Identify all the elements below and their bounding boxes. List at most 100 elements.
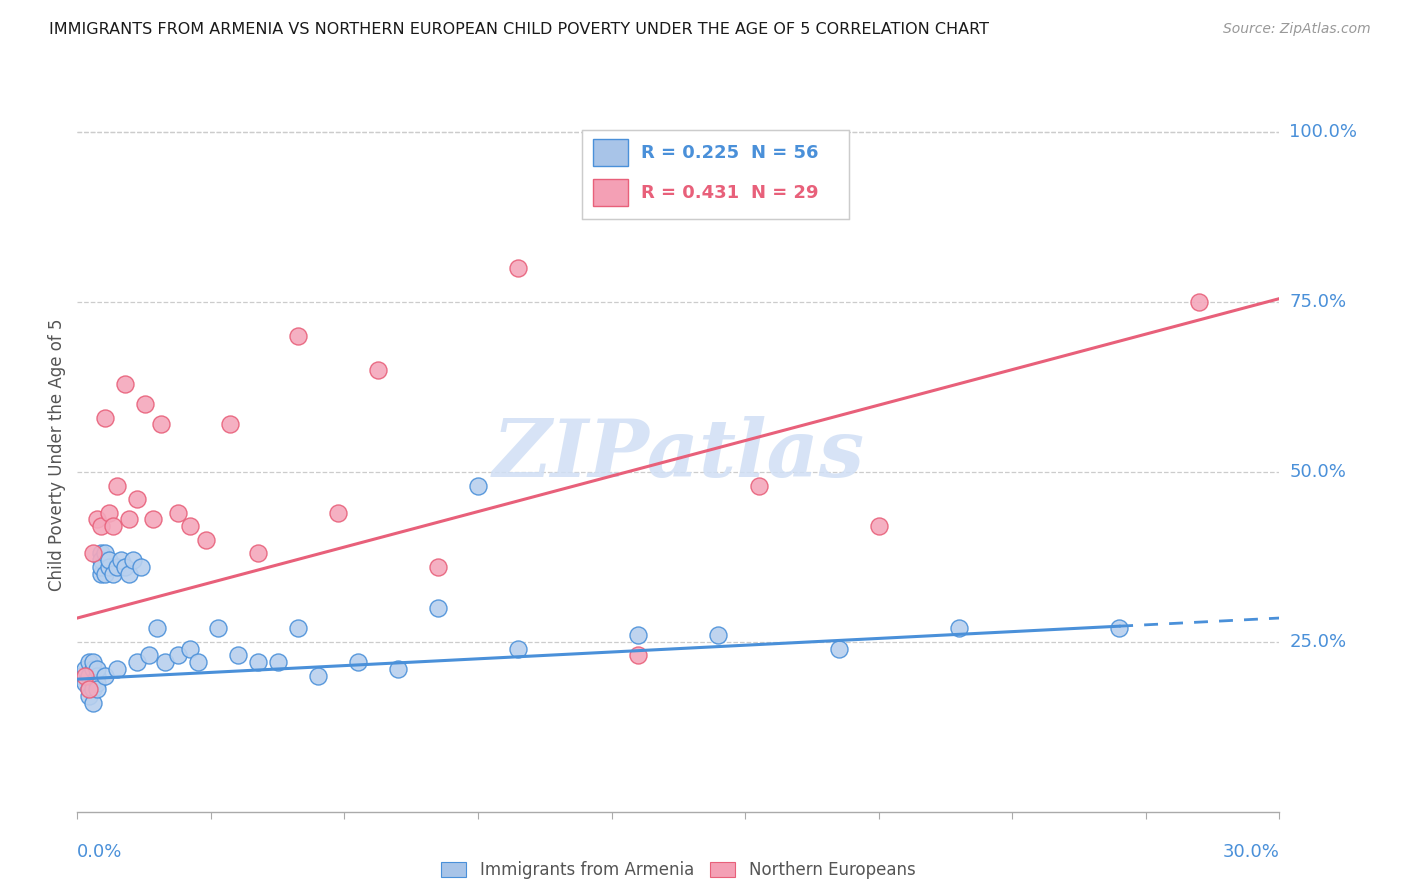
- Point: [90, 553, 112, 567]
- Point: [186, 655, 209, 669]
- FancyBboxPatch shape: [593, 139, 627, 166]
- Point: [103, 566, 125, 581]
- Legend: Immigrants from Armenia, Northern Europeans: Immigrants from Armenia, Northern Europe…: [434, 855, 922, 886]
- Point: [70, 669, 93, 683]
- Point: [194, 533, 217, 547]
- Point: [1188, 295, 1211, 310]
- Point: [166, 648, 188, 663]
- Point: [122, 553, 145, 567]
- Point: [707, 628, 730, 642]
- Point: [86, 682, 108, 697]
- Point: [75, 669, 97, 683]
- Text: 30.0%: 30.0%: [1223, 843, 1279, 861]
- Text: 25.0%: 25.0%: [1289, 632, 1347, 651]
- Point: [246, 655, 269, 669]
- Point: [347, 655, 370, 669]
- Point: [98, 560, 121, 574]
- Point: [79, 682, 101, 697]
- Point: [427, 560, 450, 574]
- Point: [82, 682, 104, 697]
- Point: [110, 553, 132, 567]
- Point: [127, 655, 149, 669]
- Point: [118, 566, 141, 581]
- Point: [367, 363, 389, 377]
- Text: 50.0%: 50.0%: [1289, 463, 1346, 481]
- Y-axis label: Child Poverty Under the Age of 5: Child Poverty Under the Age of 5: [48, 318, 66, 591]
- Point: [226, 648, 249, 663]
- Point: [82, 655, 104, 669]
- FancyBboxPatch shape: [593, 179, 627, 206]
- Point: [75, 675, 97, 690]
- Point: [748, 478, 770, 492]
- Point: [94, 410, 117, 425]
- Point: [179, 519, 201, 533]
- Point: [79, 655, 101, 669]
- Text: R = 0.431: R = 0.431: [641, 184, 740, 202]
- Point: [131, 560, 153, 574]
- Point: [207, 621, 229, 635]
- Point: [107, 560, 129, 574]
- Point: [82, 662, 104, 676]
- Point: [179, 641, 201, 656]
- Point: [155, 655, 177, 669]
- Text: Source: ZipAtlas.com: Source: ZipAtlas.com: [1223, 22, 1371, 37]
- Point: [142, 512, 165, 526]
- Text: IMMIGRANTS FROM ARMENIA VS NORTHERN EUROPEAN CHILD POVERTY UNDER THE AGE OF 5 CO: IMMIGRANTS FROM ARMENIA VS NORTHERN EURO…: [49, 22, 990, 37]
- Text: 100.0%: 100.0%: [1289, 123, 1357, 141]
- Point: [75, 662, 97, 676]
- Point: [82, 696, 104, 710]
- Point: [118, 512, 141, 526]
- Point: [86, 512, 108, 526]
- Point: [508, 641, 530, 656]
- Point: [1108, 621, 1130, 635]
- Point: [86, 675, 108, 690]
- Point: [627, 648, 650, 663]
- Point: [150, 417, 173, 432]
- Point: [98, 506, 121, 520]
- Point: [387, 662, 409, 676]
- Point: [508, 260, 530, 275]
- Point: [107, 478, 129, 492]
- Point: [627, 628, 650, 642]
- Point: [79, 689, 101, 703]
- Point: [127, 492, 149, 507]
- Point: [467, 478, 489, 492]
- Point: [103, 519, 125, 533]
- Text: N = 29: N = 29: [751, 184, 818, 202]
- Point: [868, 519, 890, 533]
- Point: [94, 546, 117, 560]
- Point: [138, 648, 160, 663]
- Point: [79, 682, 101, 697]
- Point: [98, 553, 121, 567]
- Point: [246, 546, 269, 560]
- Point: [82, 546, 104, 560]
- Point: [114, 560, 136, 574]
- Text: 0.0%: 0.0%: [77, 843, 122, 861]
- Point: [267, 655, 290, 669]
- Point: [107, 662, 129, 676]
- Text: 75.0%: 75.0%: [1289, 293, 1347, 311]
- Point: [134, 397, 156, 411]
- Point: [166, 506, 188, 520]
- Point: [90, 560, 112, 574]
- Point: [218, 417, 240, 432]
- Point: [427, 600, 450, 615]
- Point: [307, 669, 329, 683]
- Point: [82, 675, 104, 690]
- Point: [287, 329, 309, 343]
- Point: [828, 641, 851, 656]
- Point: [114, 376, 136, 391]
- Point: [94, 669, 117, 683]
- Point: [90, 546, 112, 560]
- Point: [90, 519, 112, 533]
- Point: [90, 566, 112, 581]
- Point: [146, 621, 169, 635]
- Point: [94, 566, 117, 581]
- Point: [86, 662, 108, 676]
- Text: R = 0.225: R = 0.225: [641, 144, 740, 161]
- Point: [287, 621, 309, 635]
- Point: [326, 506, 349, 520]
- Point: [948, 621, 970, 635]
- Point: [86, 669, 108, 683]
- Point: [79, 669, 101, 683]
